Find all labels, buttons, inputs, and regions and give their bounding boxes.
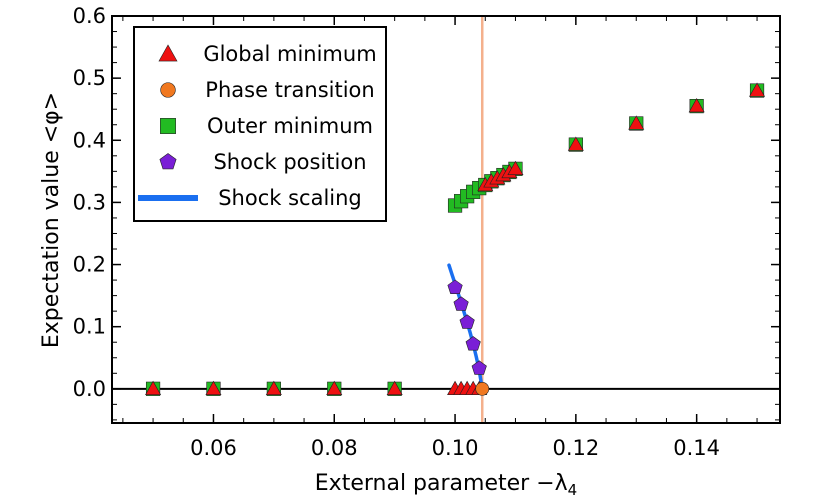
x-tick-label: 0.10 xyxy=(432,436,479,460)
shock-position-point xyxy=(465,336,481,351)
shock-position-point xyxy=(447,279,463,294)
y-tick-label: 0.0 xyxy=(73,377,106,401)
shock-position-point xyxy=(471,360,487,375)
x-tick-label: 0.12 xyxy=(552,436,599,460)
y-tick-label: 0.2 xyxy=(73,253,106,277)
phase-transition-point xyxy=(475,381,490,396)
x-axis-label-main: External parameter −λ xyxy=(315,471,568,496)
legend-marker-shock-position xyxy=(159,153,177,170)
data-marks xyxy=(145,82,766,396)
global-minimum-point xyxy=(567,136,584,151)
x-tick-label: 0.14 xyxy=(673,436,720,460)
x-tick-label: 0.08 xyxy=(311,436,358,460)
x-tick-label: 0.06 xyxy=(190,436,237,460)
shock-position-point xyxy=(459,314,475,329)
y-tick-label: 0.3 xyxy=(73,190,106,214)
global-minimum-point xyxy=(386,380,403,395)
legend-marker-phase-transition xyxy=(160,82,176,98)
global-minimum-point xyxy=(326,380,343,395)
y-axis-label: Expectation value <φ> xyxy=(39,92,64,348)
global-minimum-point xyxy=(145,380,162,395)
y-tick-label: 0.4 xyxy=(73,128,106,152)
global-minimum-point xyxy=(749,82,766,97)
global-minimum-point xyxy=(205,380,222,395)
y-tick-label: 0.5 xyxy=(73,66,106,90)
global-minimum-point xyxy=(265,380,282,395)
legend: Global minimum Phase transition Outer mini… xyxy=(133,26,387,222)
x-axis-ticks: 0.06 0.08 0.10 0.12 0.14 xyxy=(122,16,758,460)
x-axis-label: External parameter −λ4 xyxy=(315,471,577,499)
shock-position-point xyxy=(453,296,469,311)
legend-label-phase-transition: Phase transition xyxy=(205,78,374,102)
global-minimum-point xyxy=(507,160,524,176)
y-axis-ticks: 0.0 0.1 0.2 0.3 0.4 0.5 0.6 xyxy=(73,4,780,421)
legend-marker-outer-minimum xyxy=(160,118,176,134)
global-minimum-point xyxy=(688,97,705,113)
y-tick-label: 0.6 xyxy=(73,4,106,28)
x-axis-label-subscript: 4 xyxy=(568,481,578,499)
legend-label-global-minimum: Global minimum xyxy=(203,42,376,66)
legend-label-shock-position: Shock position xyxy=(213,150,366,174)
legend-marker-global-minimum xyxy=(158,44,178,62)
legend-label-shock-scaling: Shock scaling xyxy=(218,186,362,210)
global-minimum-point xyxy=(628,115,645,130)
legend-label-outer-minimum: Outer minimum xyxy=(207,114,373,138)
plot-frame xyxy=(111,15,781,424)
y-tick-label: 0.1 xyxy=(73,315,106,339)
